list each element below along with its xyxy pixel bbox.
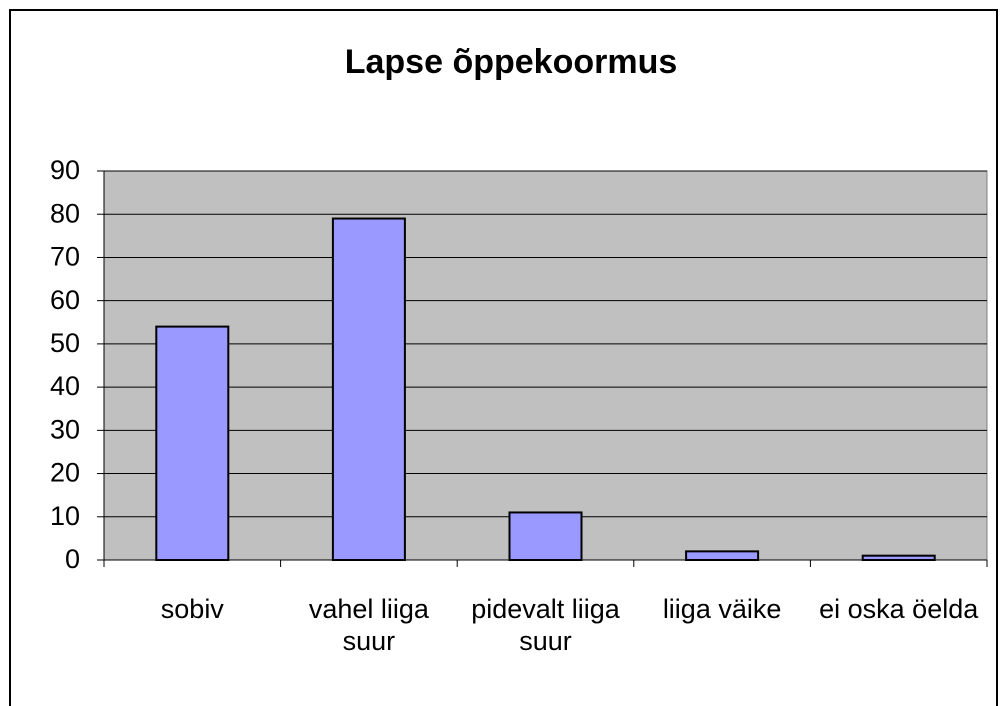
y-tick-label: 20 bbox=[50, 458, 80, 488]
bar bbox=[685, 550, 760, 561]
plot-area bbox=[103, 170, 988, 561]
bar bbox=[508, 511, 583, 562]
y-tick-label: 30 bbox=[50, 414, 80, 444]
chart-title: Lapse õppekoormus bbox=[345, 43, 678, 81]
y-tick-label: 0 bbox=[65, 544, 80, 574]
y-tick-label: 40 bbox=[50, 371, 80, 401]
bar bbox=[155, 325, 230, 561]
y-tick-label: 50 bbox=[50, 328, 80, 358]
x-tick-label: pidevalt liiga suur bbox=[471, 594, 620, 656]
y-tick-label: 10 bbox=[50, 501, 80, 531]
y-tick-label: 90 bbox=[50, 155, 80, 185]
bar bbox=[861, 554, 936, 562]
y-tick-label: 60 bbox=[50, 285, 80, 315]
x-tick-label: sobiv bbox=[160, 594, 224, 624]
x-tick-label: ei oska öelda bbox=[819, 594, 979, 624]
x-tick-label: liiga väike bbox=[662, 594, 782, 624]
x-tick-label: vahel liiga suur bbox=[308, 594, 429, 656]
bar bbox=[331, 217, 406, 562]
y-tick-label: 80 bbox=[50, 198, 80, 228]
y-tick-label: 70 bbox=[50, 242, 80, 272]
